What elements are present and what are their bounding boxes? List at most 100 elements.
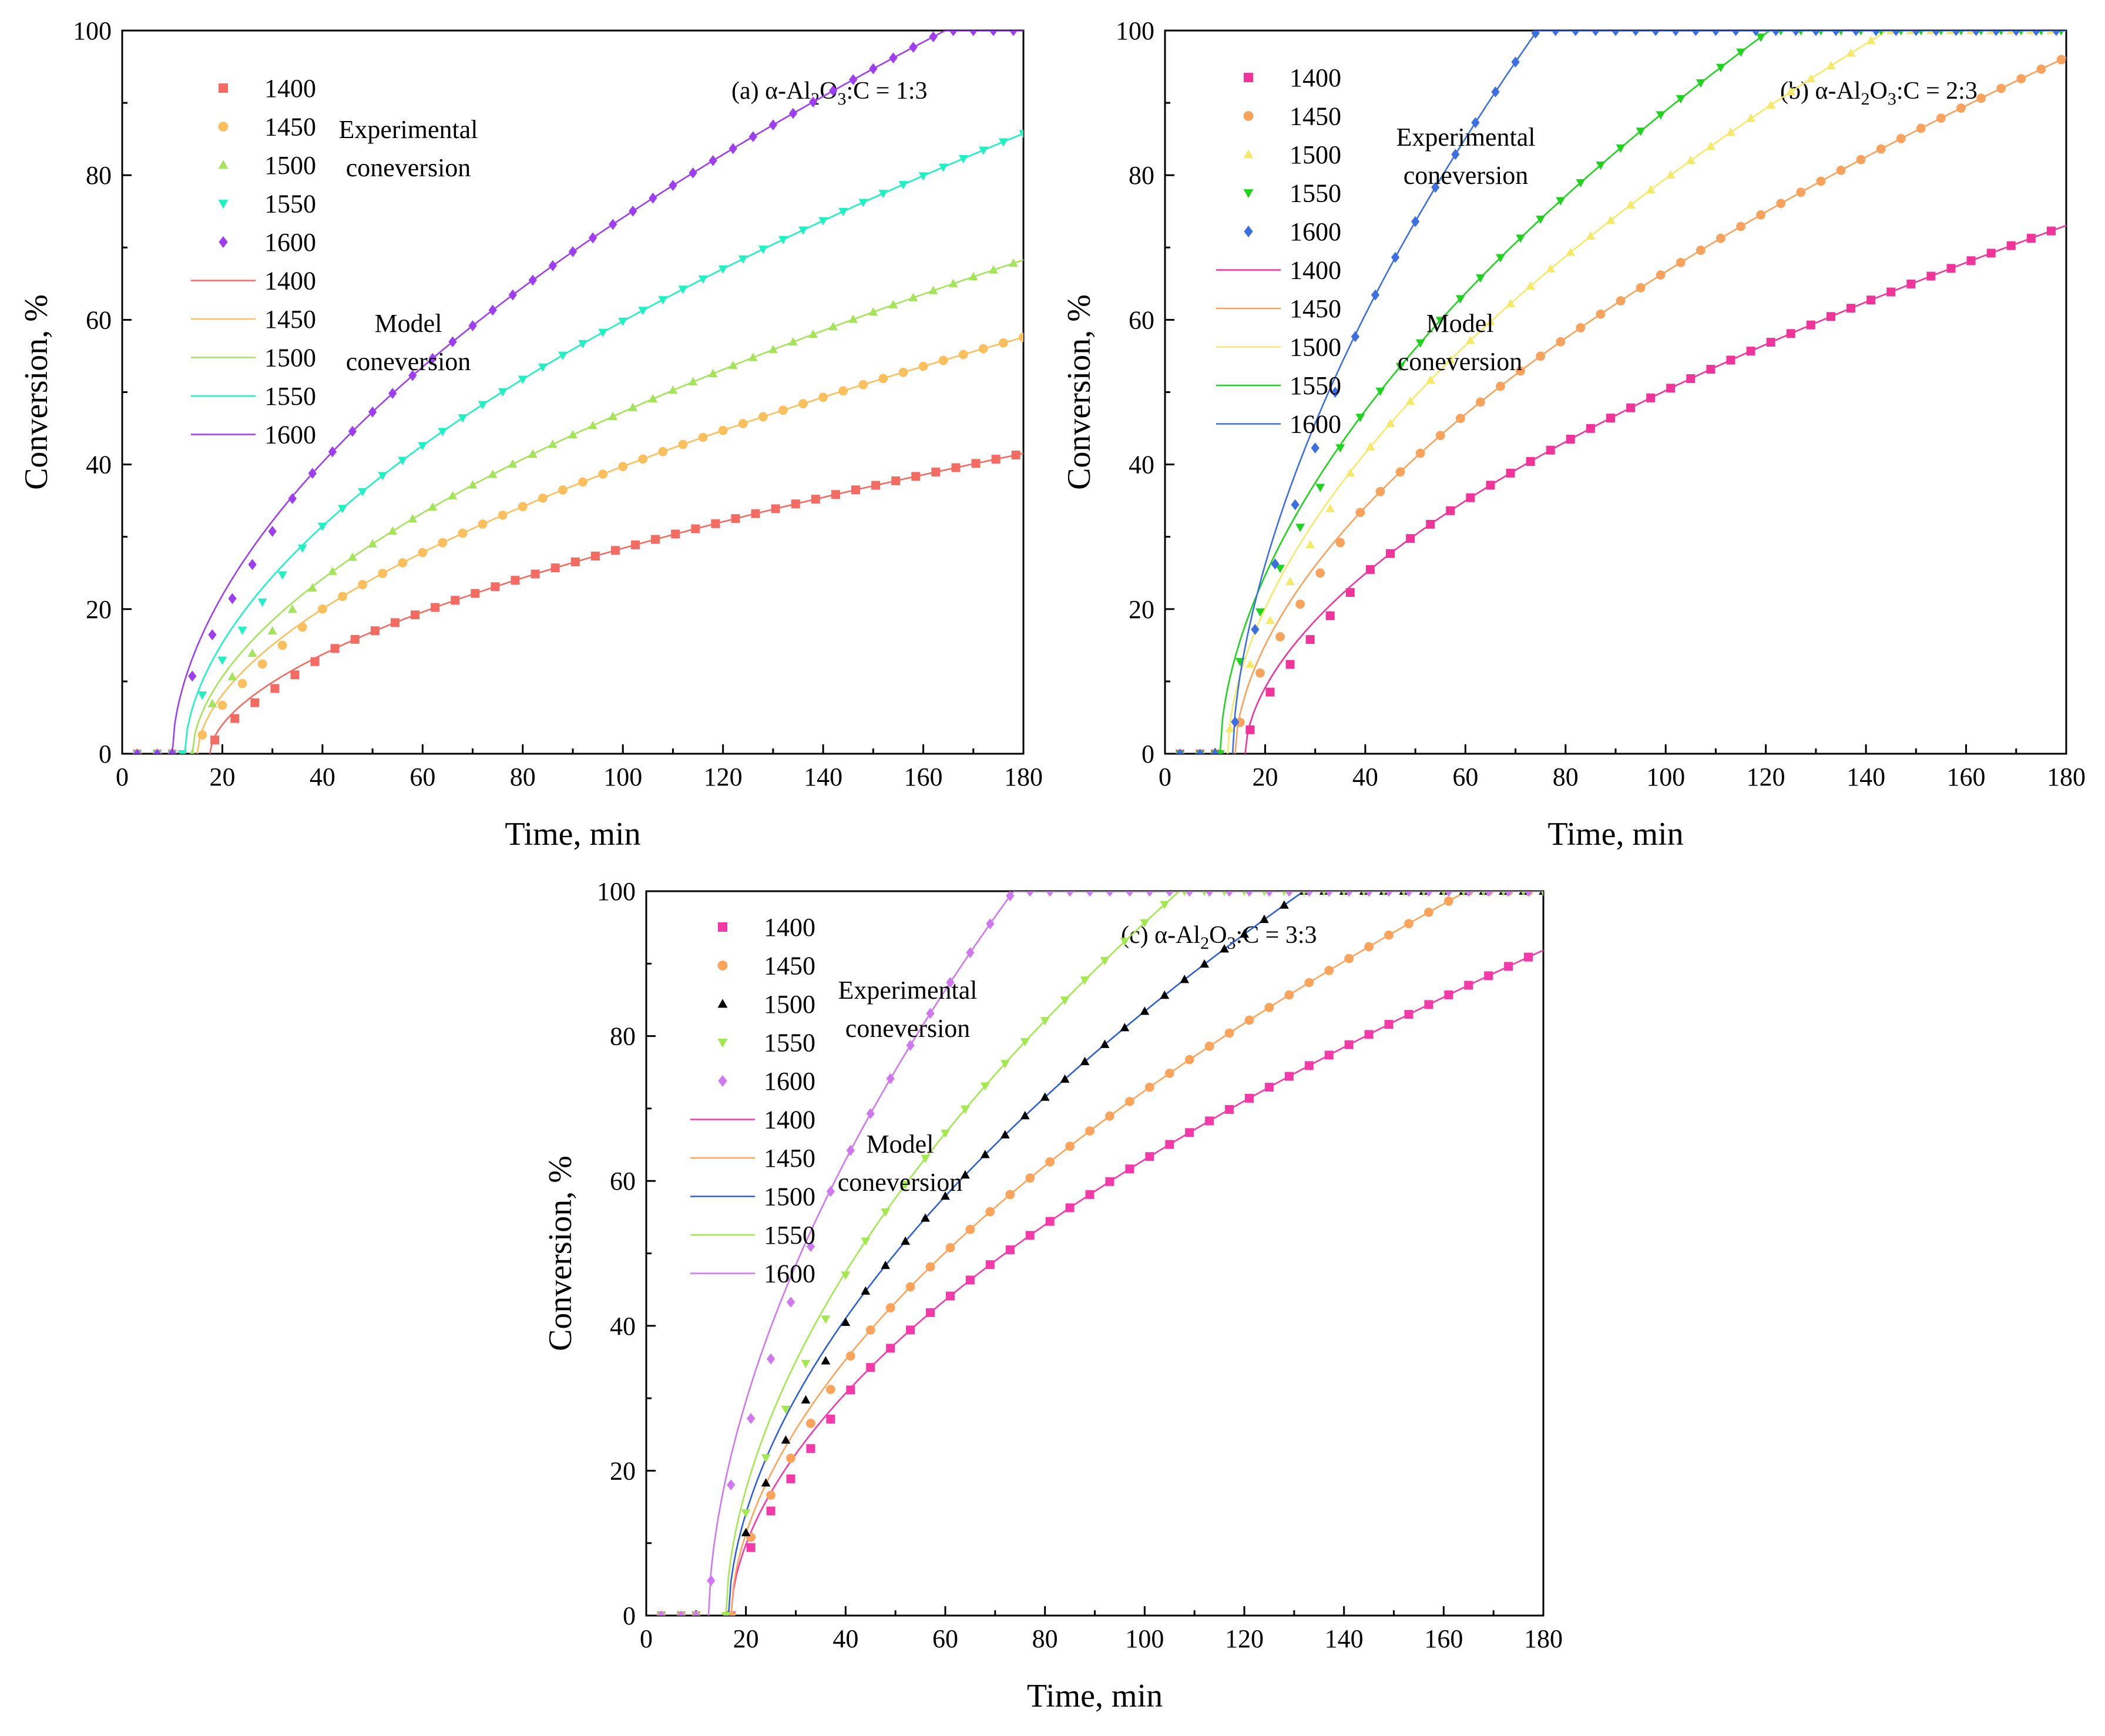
exp-point-1500 <box>287 605 297 613</box>
legend-group-label: Experimental <box>1396 123 1535 152</box>
legend-group-label: Model <box>1426 309 1494 338</box>
exp-point-1550 <box>378 472 388 481</box>
exp-point-1400 <box>951 463 961 472</box>
exp-point-1450 <box>1065 1141 1075 1151</box>
legend: 1400 1450 1500 1550 1600 1400 1450 1500 1550 1600… <box>191 74 478 449</box>
x-tick-label: 140 <box>1325 1624 1364 1653</box>
exp-point-1600 <box>766 1353 775 1365</box>
exp-point-1550 <box>1295 523 1305 532</box>
legend-marker-1450 <box>218 122 229 132</box>
exp-point-1600 <box>1205 891 1214 897</box>
exp-point-1550 <box>1381 891 1387 896</box>
exp-point-1500 <box>1546 264 1556 273</box>
exp-point-1600 <box>548 260 558 271</box>
exp-point-1550 <box>1898 31 1904 36</box>
exp-point-1450 <box>297 622 307 632</box>
exp-point-1400 <box>2006 241 2016 250</box>
exp-point-1450 <box>1375 486 1385 496</box>
y-axis-title: Conversion, % <box>18 294 55 490</box>
exp-point-1450 <box>838 386 848 396</box>
exp-point-1550 <box>618 317 628 326</box>
exp-point-1400 <box>1265 687 1275 697</box>
exp-point-1500 <box>741 1527 751 1536</box>
exp-point-1400 <box>1205 1116 1214 1126</box>
exp-point-1600 <box>488 304 497 316</box>
exp-point-1550 <box>1496 254 1505 263</box>
exp-point-1500 <box>1120 1023 1130 1032</box>
exp-point-1400 <box>1926 271 1936 281</box>
exp-point-1500 <box>328 566 337 575</box>
legend-marker-1500 <box>218 160 229 169</box>
legend-group-label: Experimental <box>338 115 478 144</box>
exp-point-1600 <box>1711 31 1720 36</box>
exp-point-1600 <box>1085 891 1095 897</box>
legend-marker-1450 <box>1243 111 1254 121</box>
exp-point-1600 <box>1185 891 1194 897</box>
exp-point-1400 <box>786 1474 795 1483</box>
exp-point-1600 <box>208 629 217 640</box>
exp-point-1500 <box>688 377 698 386</box>
exp-point-1600 <box>1285 891 1294 897</box>
exp-point-1500 <box>921 1213 930 1222</box>
legend-label: 1500 <box>264 151 316 180</box>
exp-point-1550 <box>741 1509 751 1518</box>
exp-point-1600 <box>1145 891 1154 897</box>
exp-point-1450 <box>1516 366 1525 376</box>
exp-point-1400 <box>866 1363 875 1372</box>
exp-point-1400 <box>806 1444 815 1453</box>
exp-point-1600 <box>727 1479 736 1490</box>
exp-point-1600 <box>248 559 257 570</box>
exp-point-1450 <box>578 477 587 487</box>
exp-point-1400 <box>511 576 520 585</box>
exp-point-1450 <box>918 361 928 371</box>
exp-point-1500 <box>1325 503 1335 512</box>
exp-point-1450 <box>2036 64 2046 74</box>
exp-point-1450 <box>1796 187 1806 197</box>
exp-point-1400 <box>1365 565 1375 574</box>
exp-point-1400 <box>1344 1040 1354 1049</box>
exp-point-1600 <box>1491 86 1500 98</box>
x-tick-label: 100 <box>1125 1624 1164 1653</box>
exp-point-1600 <box>1751 31 1760 36</box>
exp-point-1600 <box>969 31 978 36</box>
exp-point-1500 <box>1345 468 1355 477</box>
exp-point-1450 <box>398 558 408 568</box>
exp-point-1400 <box>1264 1083 1274 1092</box>
exp-point-1450 <box>1045 1157 1055 1167</box>
exp-point-1400 <box>911 472 921 481</box>
exp-point-1600 <box>1325 891 1334 897</box>
exp-point-1550 <box>1321 891 1327 896</box>
exp-point-1500 <box>908 293 918 301</box>
exp-point-1400 <box>1806 320 1815 330</box>
exp-point-1600 <box>886 1073 895 1084</box>
exp-point-1550 <box>1435 317 1445 325</box>
exp-point-1500 <box>1245 659 1255 668</box>
exp-point-1550 <box>1281 891 1287 896</box>
exp-point-1450 <box>898 367 908 377</box>
exp-point-1550 <box>1315 483 1325 492</box>
exp-point-1400 <box>570 557 580 566</box>
exp-point-1600 <box>1872 31 1881 36</box>
exp-point-1500 <box>1020 1111 1030 1120</box>
exp-point-1400 <box>491 582 500 592</box>
exp-point-1600 <box>2012 31 2020 36</box>
exp-point-1500 <box>948 278 958 287</box>
exp-point-1600 <box>1791 31 1800 36</box>
legend-label: 1500 <box>1290 333 1341 362</box>
exp-point-1500 <box>1686 156 1696 164</box>
y-tick-label: 100 <box>73 16 112 45</box>
exp-point-1500 <box>1285 576 1295 586</box>
exp-point-1400 <box>971 459 981 468</box>
x-tick-label: 80 <box>1553 763 1579 791</box>
exp-point-1500 <box>761 1478 771 1487</box>
exp-point-1500 <box>928 286 938 294</box>
exp-point-1550 <box>398 456 408 465</box>
exp-point-1600 <box>448 336 457 348</box>
exp-point-1400 <box>731 514 740 523</box>
exp-point-1550 <box>1838 31 1844 36</box>
exp-point-1550 <box>1778 31 1784 36</box>
exp-point-1550 <box>1596 162 1606 170</box>
x-tick-label: 60 <box>409 763 435 791</box>
exp-point-1450 <box>678 439 688 449</box>
